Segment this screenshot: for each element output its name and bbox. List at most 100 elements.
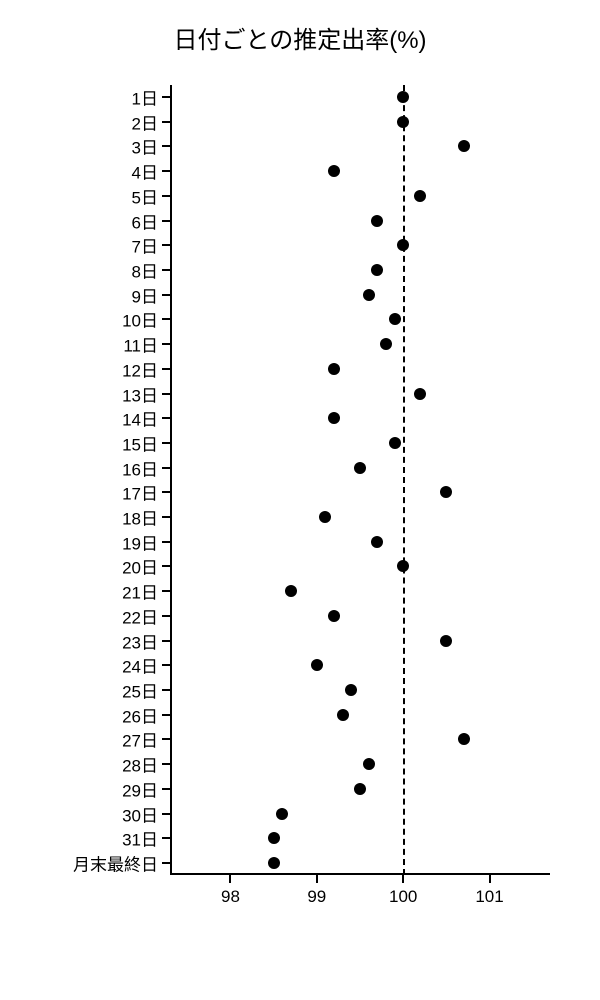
data-point	[285, 585, 297, 597]
y-tick	[162, 640, 170, 642]
data-point	[371, 536, 383, 548]
data-point	[319, 511, 331, 523]
data-point	[268, 832, 280, 844]
data-point	[389, 313, 401, 325]
y-tick	[162, 541, 170, 543]
y-tick	[162, 491, 170, 493]
y-tick	[162, 96, 170, 98]
data-point	[311, 659, 323, 671]
y-tick	[162, 837, 170, 839]
y-tick	[162, 565, 170, 567]
y-tick	[162, 788, 170, 790]
y-axis-label: 31日	[122, 826, 158, 851]
y-axis-label: 21日	[122, 579, 158, 604]
y-tick	[162, 664, 170, 666]
y-axis-label: 15日	[122, 430, 158, 455]
y-axis-label: 27日	[122, 727, 158, 752]
data-point	[328, 165, 340, 177]
data-point	[380, 338, 392, 350]
data-point	[371, 264, 383, 276]
data-point	[458, 733, 470, 745]
data-point	[328, 412, 340, 424]
y-axis-label: 24日	[122, 653, 158, 678]
y-tick	[162, 467, 170, 469]
x-tick	[229, 875, 231, 883]
y-axis-label: 29日	[122, 776, 158, 801]
y-tick	[162, 738, 170, 740]
y-tick	[162, 615, 170, 617]
y-axis-label: 17日	[122, 480, 158, 505]
data-point	[389, 437, 401, 449]
plot-area: 1日2日3日4日5日6日7日8日9日10日11日12日13日14日15日16日1…	[170, 85, 550, 875]
data-point	[397, 91, 409, 103]
y-axis-label: 7日	[132, 233, 158, 258]
y-axis-label: 3日	[132, 134, 158, 159]
y-tick	[162, 343, 170, 345]
data-point	[363, 758, 375, 770]
chart-container: 日付ごとの推定出率(%) 1日2日3日4日5日6日7日8日9日10日11日12日…	[0, 0, 600, 1000]
y-axis-label: 19日	[122, 529, 158, 554]
x-axis-label: 100	[389, 887, 417, 907]
x-axis-label: 101	[475, 887, 503, 907]
y-tick	[162, 368, 170, 370]
y-axis-label: 1日	[132, 85, 158, 110]
x-tick	[402, 875, 404, 883]
y-tick	[162, 590, 170, 592]
y-tick	[162, 121, 170, 123]
x-tick	[489, 875, 491, 883]
x-tick	[316, 875, 318, 883]
y-axis-label: 25日	[122, 678, 158, 703]
data-point	[397, 560, 409, 572]
data-point	[345, 684, 357, 696]
x-axis	[170, 873, 550, 875]
y-tick	[162, 442, 170, 444]
y-axis-label: 5日	[132, 183, 158, 208]
y-tick	[162, 195, 170, 197]
data-point	[371, 215, 383, 227]
y-tick	[162, 862, 170, 864]
y-tick	[162, 220, 170, 222]
y-tick	[162, 516, 170, 518]
y-tick	[162, 813, 170, 815]
y-tick	[162, 294, 170, 296]
y-tick	[162, 170, 170, 172]
data-point	[458, 140, 470, 152]
y-tick	[162, 763, 170, 765]
y-axis-label: 13日	[122, 381, 158, 406]
data-point	[337, 709, 349, 721]
data-point	[354, 462, 366, 474]
y-tick	[162, 269, 170, 271]
data-point	[354, 783, 366, 795]
data-point	[363, 289, 375, 301]
y-axis-label: 12日	[122, 356, 158, 381]
y-axis-label: 28日	[122, 752, 158, 777]
y-axis-label: 9日	[132, 282, 158, 307]
data-point	[397, 116, 409, 128]
y-tick	[162, 714, 170, 716]
data-point	[414, 388, 426, 400]
reference-line	[403, 85, 405, 875]
data-point	[328, 363, 340, 375]
data-point	[397, 239, 409, 251]
y-axis-label: 23日	[122, 628, 158, 653]
y-axis-label: 14日	[122, 406, 158, 431]
y-tick	[162, 417, 170, 419]
y-tick	[162, 689, 170, 691]
y-axis-label: 16日	[122, 455, 158, 480]
data-point	[328, 610, 340, 622]
y-axis-label: 22日	[122, 603, 158, 628]
data-point	[276, 808, 288, 820]
data-point	[268, 857, 280, 869]
x-axis-label: 98	[221, 887, 240, 907]
y-tick	[162, 244, 170, 246]
chart-title: 日付ごとの推定出率(%)	[0, 20, 600, 55]
y-tick	[162, 318, 170, 320]
data-point	[414, 190, 426, 202]
y-axis-label: 10日	[122, 307, 158, 332]
y-axis-label: 11日	[123, 332, 158, 357]
y-axis-label: 26日	[122, 702, 158, 727]
y-axis	[170, 85, 172, 875]
y-axis-label: 8日	[132, 257, 158, 282]
x-axis-label: 99	[307, 887, 326, 907]
data-point	[440, 486, 452, 498]
